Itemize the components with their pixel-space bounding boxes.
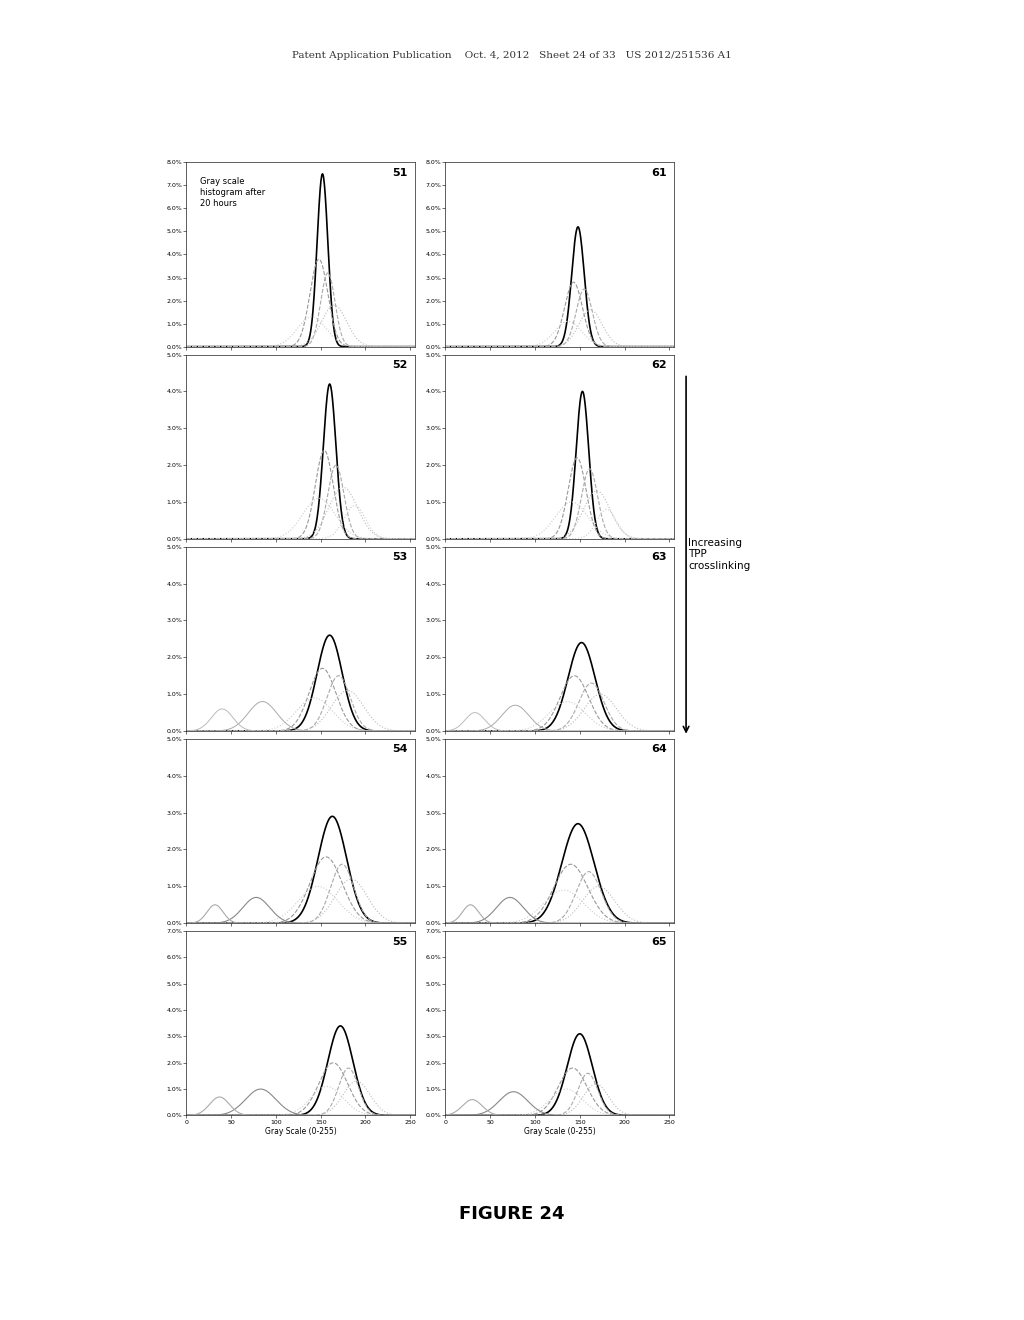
X-axis label: Gray Scale (0-255): Gray Scale (0-255) <box>264 1127 337 1137</box>
Text: Increasing
TPP
crosslinking: Increasing TPP crosslinking <box>688 537 751 572</box>
Text: FIGURE 24: FIGURE 24 <box>459 1205 565 1224</box>
Text: 52: 52 <box>392 360 408 370</box>
Text: Patent Application Publication    Oct. 4, 2012   Sheet 24 of 33   US 2012/251536: Patent Application Publication Oct. 4, 2… <box>292 51 732 59</box>
Text: 53: 53 <box>392 552 408 562</box>
X-axis label: Gray Scale (0-255): Gray Scale (0-255) <box>523 1127 596 1137</box>
Text: 63: 63 <box>651 552 667 562</box>
Text: Gray scale
histogram after
20 hours: Gray scale histogram after 20 hours <box>200 177 265 209</box>
Text: 64: 64 <box>651 744 667 755</box>
Text: 54: 54 <box>392 744 408 755</box>
Text: 65: 65 <box>651 937 667 946</box>
Text: 55: 55 <box>392 937 408 946</box>
Text: 51: 51 <box>392 168 408 178</box>
Text: 61: 61 <box>651 168 667 178</box>
Text: 62: 62 <box>651 360 667 370</box>
